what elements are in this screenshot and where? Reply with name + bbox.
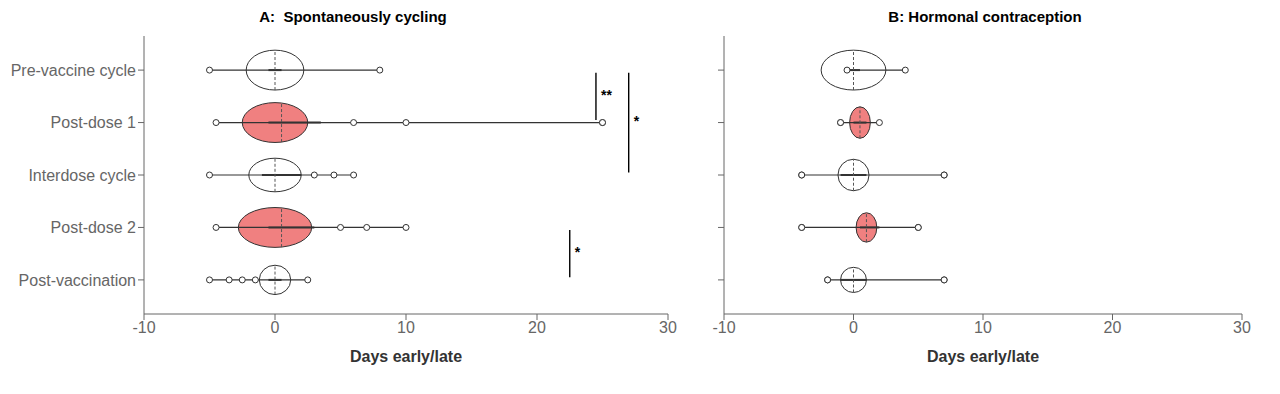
svg-text:20: 20 — [1104, 319, 1122, 336]
svg-text:Days early/late: Days early/late — [350, 348, 462, 365]
svg-text:*: * — [634, 113, 640, 129]
svg-text:**: ** — [601, 87, 612, 103]
html-text:A: Spontaneously cycling: A: Spontaneously cycling — [259, 8, 447, 25]
svg-text:20: 20 — [528, 319, 546, 336]
svg-text:-10: -10 — [712, 319, 735, 336]
svg-text:Pre-vaccine cycle: Pre-vaccine cycle — [11, 62, 136, 79]
svg-text:Post-vaccination: Post-vaccination — [19, 272, 136, 289]
svg-text:*: * — [575, 244, 581, 260]
svg-text:Days early/late: Days early/late — [927, 348, 1039, 365]
svg-text:-10: -10 — [132, 319, 155, 336]
html-text:B: Hormonal contraception: B: Hormonal contraception — [888, 8, 1082, 25]
svg-text:10: 10 — [397, 319, 415, 336]
svg-text:0: 0 — [271, 319, 280, 336]
svg-text:30: 30 — [659, 319, 677, 336]
svg-text:10: 10 — [974, 319, 992, 336]
svg-text:Post-dose 2: Post-dose 2 — [51, 219, 136, 236]
svg-text:Post-dose 1: Post-dose 1 — [51, 114, 136, 131]
svg-text:0: 0 — [849, 319, 858, 336]
svg-text:Interdose cycle: Interdose cycle — [28, 167, 136, 184]
svg-text:30: 30 — [1233, 319, 1251, 336]
